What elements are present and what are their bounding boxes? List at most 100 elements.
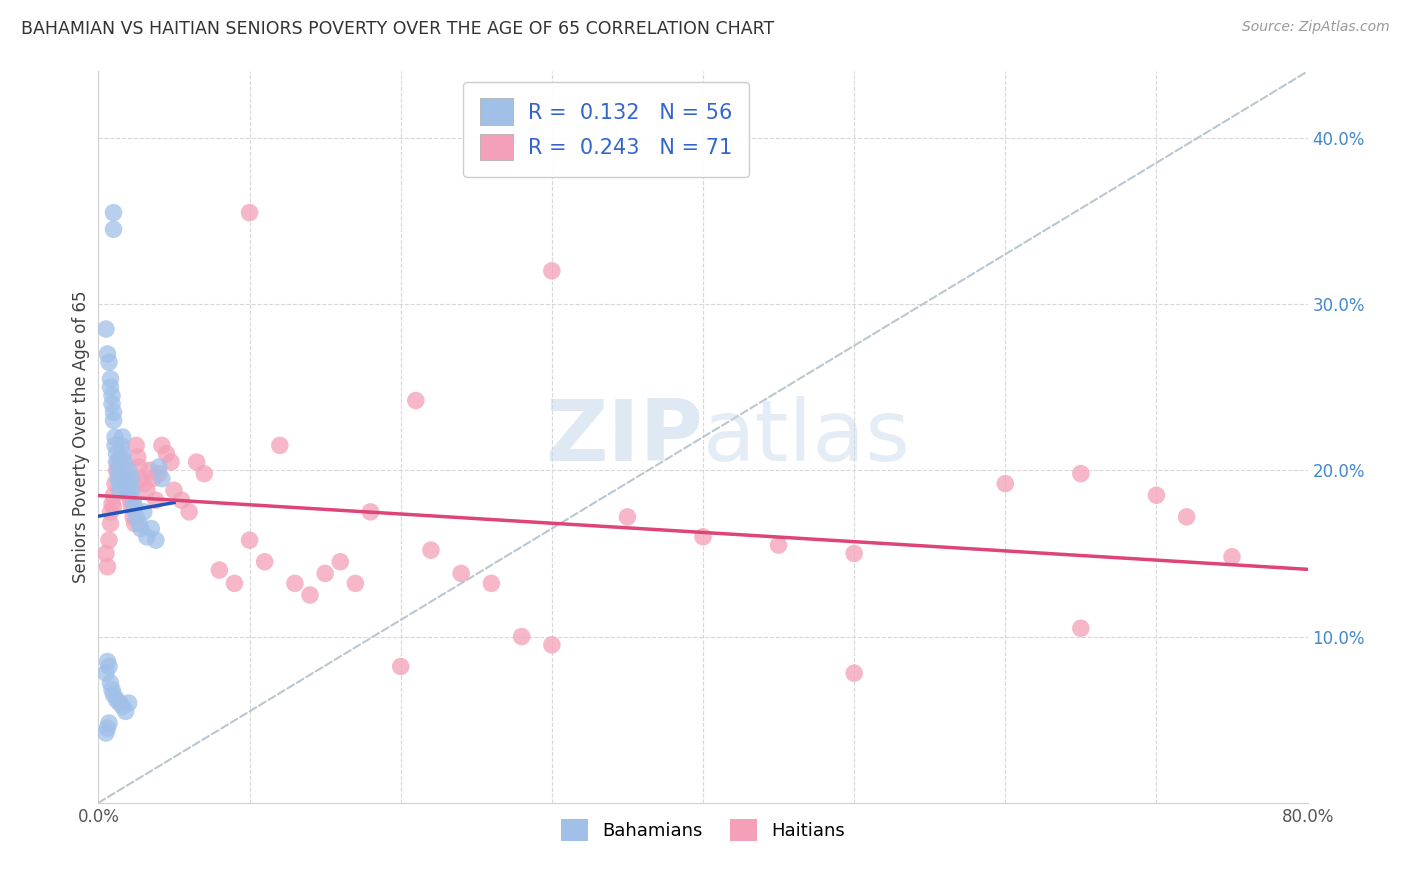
Point [108, 483, 131, 498]
Point [100, 676, 122, 690]
Point [107, 455, 129, 469]
Point [118, 476, 141, 491]
Point [94, 726, 117, 740]
Point [148, 460, 170, 475]
Point [103, 500, 125, 514]
Point [135, 530, 157, 544]
Point [105, 692, 128, 706]
Point [179, 505, 201, 519]
Point [128, 460, 150, 475]
Point [405, 393, 427, 408]
Point [110, 450, 132, 464]
Point [114, 705, 136, 719]
Point [107, 463, 129, 477]
Point [510, 630, 533, 644]
Point [186, 455, 208, 469]
Point [101, 497, 124, 511]
Point [98, 533, 121, 548]
Point [160, 455, 183, 469]
Point [122, 493, 145, 508]
Y-axis label: Seniors Poverty Over the Age of 65: Seniors Poverty Over the Age of 65 [72, 291, 90, 583]
Point [108, 467, 131, 481]
Point [1220, 549, 1243, 564]
Point [103, 405, 125, 419]
Point [108, 476, 131, 491]
Point [360, 505, 382, 519]
Point [124, 500, 146, 514]
Point [100, 516, 122, 531]
Point [284, 576, 307, 591]
Point [101, 397, 124, 411]
Point [94, 666, 117, 681]
Point [329, 555, 352, 569]
Point [208, 563, 231, 577]
Point [224, 576, 246, 591]
Point [101, 388, 124, 402]
Point [98, 716, 121, 731]
Point [110, 451, 132, 466]
Point [768, 538, 790, 552]
Point [420, 543, 443, 558]
Point [121, 500, 143, 514]
Point [100, 505, 122, 519]
Point [142, 472, 165, 486]
Point [103, 413, 125, 427]
Point [104, 430, 127, 444]
Text: ZIP: ZIP [546, 395, 703, 479]
Point [96, 721, 118, 735]
Point [163, 483, 186, 498]
Point [129, 521, 152, 535]
Point [450, 566, 472, 581]
Point [135, 483, 157, 498]
Point [103, 222, 125, 236]
Point [118, 488, 141, 502]
Point [98, 659, 121, 673]
Point [844, 666, 866, 681]
Text: BAHAMIAN VS HAITIAN SENIORS POVERTY OVER THE AGE OF 65 CORRELATION CHART: BAHAMIAN VS HAITIAN SENIORS POVERTY OVER… [21, 20, 775, 37]
Point [103, 688, 125, 702]
Point [112, 472, 135, 486]
Point [1175, 509, 1198, 524]
Point [1070, 467, 1092, 481]
Point [100, 372, 122, 386]
Point [253, 555, 276, 569]
Point [344, 576, 367, 591]
Point [100, 380, 122, 394]
Point [104, 438, 127, 452]
Point [114, 472, 136, 486]
Point [127, 450, 149, 464]
Point [122, 509, 145, 524]
Point [128, 516, 150, 531]
Point [103, 205, 125, 219]
Point [150, 472, 173, 486]
Point [481, 576, 503, 591]
Point [132, 476, 155, 491]
Point [121, 483, 143, 498]
Point [94, 322, 117, 336]
Point [111, 699, 134, 714]
Point [120, 493, 142, 508]
Point [101, 682, 124, 697]
Point [111, 430, 134, 444]
Point [616, 509, 638, 524]
Point [170, 493, 193, 508]
Point [145, 493, 167, 508]
Point [118, 696, 141, 710]
Point [105, 455, 128, 469]
Point [994, 476, 1017, 491]
Point [125, 438, 148, 452]
Point [141, 521, 163, 535]
Point [96, 559, 118, 574]
Point [105, 447, 128, 461]
Point [118, 463, 141, 477]
Point [1070, 621, 1092, 635]
Point [239, 205, 262, 219]
Point [314, 566, 336, 581]
Point [111, 460, 134, 475]
Point [148, 467, 170, 481]
Point [104, 476, 127, 491]
Point [193, 467, 215, 481]
Point [299, 588, 322, 602]
Point [124, 516, 146, 531]
Point [145, 533, 167, 548]
